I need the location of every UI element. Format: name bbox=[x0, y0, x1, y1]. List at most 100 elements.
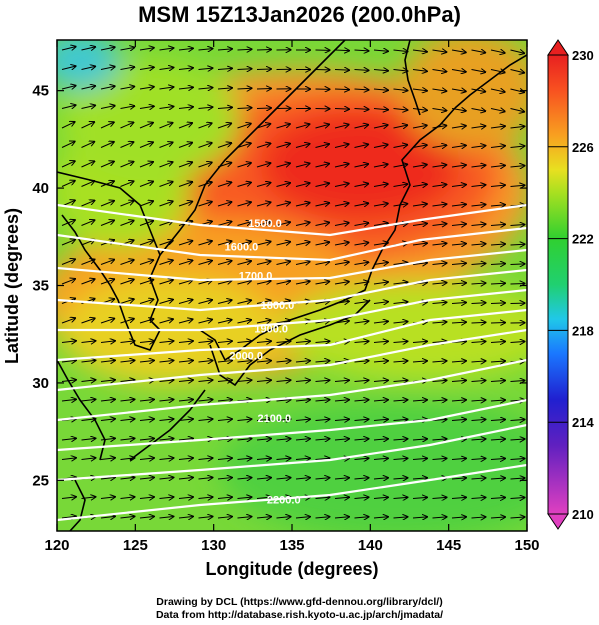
wind-arrow bbox=[451, 165, 466, 167]
wind-arrow bbox=[432, 109, 447, 111]
coastline-japan-south bbox=[209, 299, 371, 387]
x-tick-label: 125 bbox=[123, 537, 148, 554]
wind-arrow bbox=[373, 419, 388, 420]
wind-arrow bbox=[490, 478, 505, 479]
contour-line bbox=[57, 423, 527, 482]
wind-arrow bbox=[178, 497, 193, 498]
wind-arrow bbox=[81, 438, 96, 440]
wind-arrow bbox=[276, 242, 291, 245]
wind-arrow bbox=[217, 68, 232, 69]
wind-arrow bbox=[198, 49, 213, 50]
wind-arrow bbox=[412, 478, 427, 479]
wind-arrow bbox=[334, 380, 349, 381]
wind-arrow bbox=[276, 439, 291, 440]
wind-arrow bbox=[198, 88, 213, 89]
wind-arrow bbox=[432, 50, 447, 52]
wind-arrow bbox=[120, 260, 134, 265]
wind-arrow bbox=[61, 86, 76, 89]
wind-arrow bbox=[373, 282, 388, 284]
wind-arrow bbox=[178, 341, 193, 342]
wind-arrow bbox=[100, 142, 114, 148]
wind-arrow bbox=[120, 142, 134, 148]
wind-arrow bbox=[295, 163, 310, 167]
wind-arrow bbox=[237, 261, 252, 264]
wind-arrow bbox=[159, 201, 173, 207]
wind-arrow bbox=[393, 419, 408, 420]
wind-arrow bbox=[354, 184, 369, 187]
wind-arrow bbox=[451, 224, 466, 226]
wind-arrow bbox=[393, 361, 408, 362]
wind-arrow bbox=[412, 243, 427, 245]
wind-arrow bbox=[120, 86, 135, 89]
wind-arrow bbox=[354, 243, 369, 245]
wind-arrow bbox=[373, 439, 388, 440]
wind-arrow bbox=[237, 458, 252, 459]
wind-arrow bbox=[100, 399, 115, 401]
wind-arrow bbox=[354, 50, 369, 51]
wind-arrow bbox=[490, 244, 505, 245]
wind-arrow bbox=[334, 282, 349, 284]
wind-arrow bbox=[139, 341, 154, 343]
wind-arrow bbox=[61, 47, 76, 50]
wind-arrow bbox=[237, 320, 252, 323]
wind-arrow bbox=[237, 108, 252, 109]
wind-arrow bbox=[490, 89, 505, 92]
wind-arrow bbox=[334, 400, 349, 401]
wind-arrow bbox=[100, 86, 115, 89]
wind-arrow bbox=[373, 184, 388, 187]
wind-arrow bbox=[334, 478, 349, 479]
wind-arrow bbox=[315, 439, 330, 440]
wind-arrow bbox=[217, 478, 232, 479]
wind-arrow bbox=[412, 204, 427, 206]
wind-arrow bbox=[354, 70, 369, 71]
wind-arrow bbox=[139, 48, 154, 50]
wind-arrow bbox=[217, 182, 231, 187]
wind-arrow bbox=[412, 517, 427, 518]
wind-arrow bbox=[354, 203, 369, 206]
wind-arrow bbox=[256, 497, 271, 498]
wind-arrow bbox=[471, 380, 486, 381]
wind-arrow bbox=[198, 162, 212, 168]
wind-arrow bbox=[373, 400, 388, 401]
wind-arrow bbox=[471, 89, 486, 92]
wind-arrow bbox=[198, 361, 213, 362]
wind-arrow bbox=[61, 181, 75, 187]
wind-arrow bbox=[198, 419, 213, 420]
wind-arrow bbox=[510, 225, 525, 226]
wind-arrow bbox=[61, 318, 75, 324]
wind-arrow bbox=[139, 399, 154, 401]
wind-arrow bbox=[451, 126, 466, 128]
wind-arrow bbox=[315, 281, 330, 284]
wind-arrow bbox=[451, 380, 466, 381]
wind-arrow bbox=[354, 439, 369, 440]
wind-arrow bbox=[490, 419, 505, 420]
wind-arrow bbox=[373, 321, 388, 323]
wind-arrow bbox=[510, 70, 525, 73]
wind-arrow bbox=[217, 202, 231, 207]
wind-arrow bbox=[100, 341, 115, 343]
colorbar-tick-label: 210 bbox=[572, 507, 594, 522]
wind-arrow bbox=[451, 458, 466, 459]
wind-arrow bbox=[217, 88, 232, 89]
wind-arrow bbox=[373, 361, 388, 362]
wind-arrow bbox=[393, 145, 408, 148]
wind-arrow bbox=[120, 497, 135, 499]
wind-arrow bbox=[471, 50, 486, 53]
wind-arrow bbox=[100, 47, 115, 50]
wind-arrow bbox=[120, 106, 135, 109]
wind-arrow bbox=[159, 419, 174, 421]
wind-arrow bbox=[315, 361, 330, 362]
wind-arrow bbox=[334, 164, 349, 167]
wind-arrow bbox=[471, 439, 486, 440]
wind-arrow bbox=[139, 123, 153, 129]
wind-arrow bbox=[334, 183, 349, 186]
wind-arrow bbox=[432, 263, 447, 264]
wind-arrow bbox=[276, 261, 291, 264]
wind-arrow bbox=[256, 439, 271, 440]
wind-arrow bbox=[510, 439, 525, 440]
y-tick-label: 30 bbox=[32, 375, 49, 392]
wind-arrow bbox=[178, 260, 192, 265]
wind-arrow bbox=[100, 201, 114, 207]
wind-arrow bbox=[295, 124, 309, 129]
wind-arrow bbox=[159, 48, 174, 50]
